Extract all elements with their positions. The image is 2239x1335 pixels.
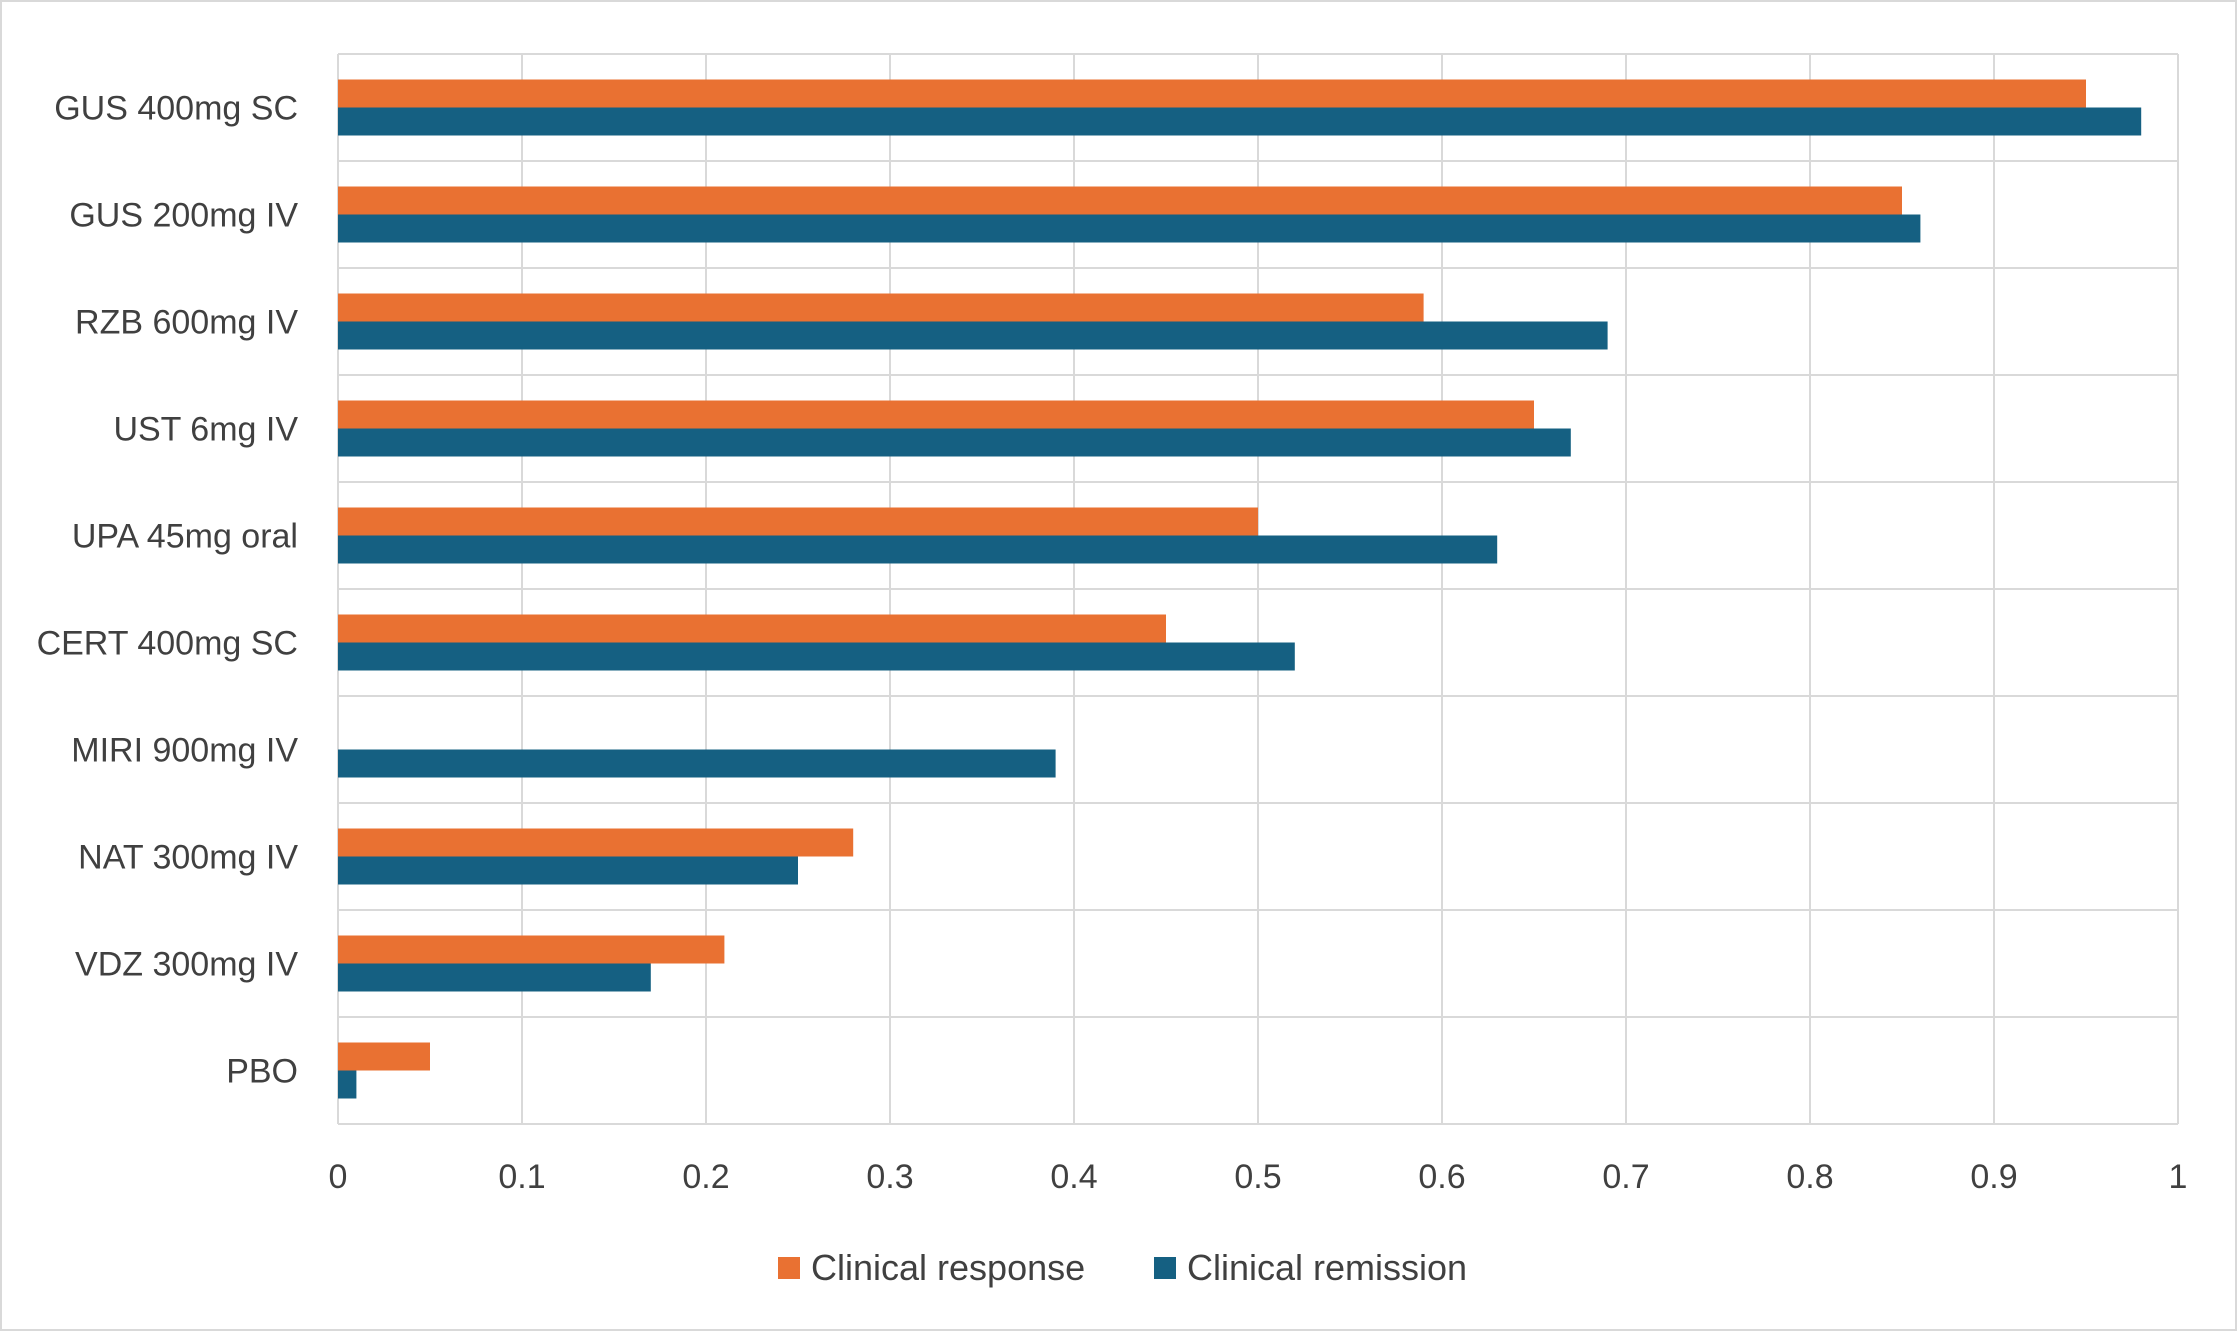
bar-clinical-remission	[338, 535, 1498, 564]
bar-clinical-response	[338, 935, 725, 964]
legend-label-clinical-remission: Clinical remission	[1187, 1247, 1467, 1288]
bar-clinical-remission	[338, 428, 1571, 457]
bar-clinical-response	[338, 1042, 430, 1071]
bar-clinical-response	[338, 293, 1424, 322]
x-tick-label: 0.3	[866, 1158, 913, 1196]
category-labels: GUS 400mg SC GUS 200mg IV RZB 600mg IV UST …	[37, 90, 299, 1091]
bar-clinical-remission	[338, 1070, 357, 1099]
x-tick-label: 0.7	[1602, 1158, 1649, 1196]
x-tick-label: 0.8	[1786, 1158, 1833, 1196]
bar-clinical-remission	[338, 749, 1056, 778]
legend-swatch-clinical-remission	[1154, 1257, 1176, 1279]
bar-clinical-remission	[338, 963, 651, 992]
x-tick-label: 0.5	[1234, 1158, 1281, 1196]
category-label: RZB 600mg IV	[75, 304, 298, 342]
bar-clinical-remission	[338, 856, 798, 885]
bar-clinical-response	[338, 186, 1902, 215]
x-tick-label: 1	[2169, 1158, 2188, 1196]
x-tick-label: 0.4	[1050, 1158, 1097, 1196]
x-tick-label: 0.6	[1418, 1158, 1465, 1196]
category-label: GUS 400mg SC	[54, 90, 298, 128]
bar-clinical-response	[338, 400, 1534, 429]
category-label: UPA 45mg oral	[72, 518, 298, 556]
bar-clinical-response	[338, 507, 1258, 536]
bar-clinical-response	[338, 828, 854, 857]
x-tick-label: 0	[329, 1158, 348, 1196]
category-label: UST 6mg IV	[113, 411, 298, 449]
x-tick-label: 0.2	[682, 1158, 729, 1196]
bar-clinical-remission	[338, 642, 1295, 671]
bars	[338, 79, 2142, 1099]
bar-clinical-response	[338, 79, 2086, 108]
bar-clinical-response	[338, 614, 1166, 643]
category-label: CERT 400mg SC	[37, 625, 298, 663]
category-label: MIRI 900mg IV	[71, 732, 298, 770]
legend: Clinical response Clinical remission	[778, 1247, 1467, 1288]
category-label: VDZ 300mg IV	[75, 946, 298, 984]
x-tick-label: 0.9	[1970, 1158, 2017, 1196]
bar-clinical-remission	[338, 214, 1921, 243]
legend-swatch-clinical-response	[778, 1257, 800, 1279]
x-tick-labels: 0 0.1 0.2 0.3 0.4 0.5 0.6 0.7 0.8 0.9 1	[329, 1158, 2188, 1196]
legend-label-clinical-response: Clinical response	[811, 1247, 1085, 1288]
bar-clinical-remission	[338, 107, 2142, 136]
category-label: PBO	[226, 1053, 298, 1091]
category-label: GUS 200mg IV	[69, 197, 298, 235]
x-tick-label: 0.1	[498, 1158, 545, 1196]
category-label: NAT 300mg IV	[78, 839, 298, 877]
bar-clinical-remission	[338, 321, 1608, 350]
